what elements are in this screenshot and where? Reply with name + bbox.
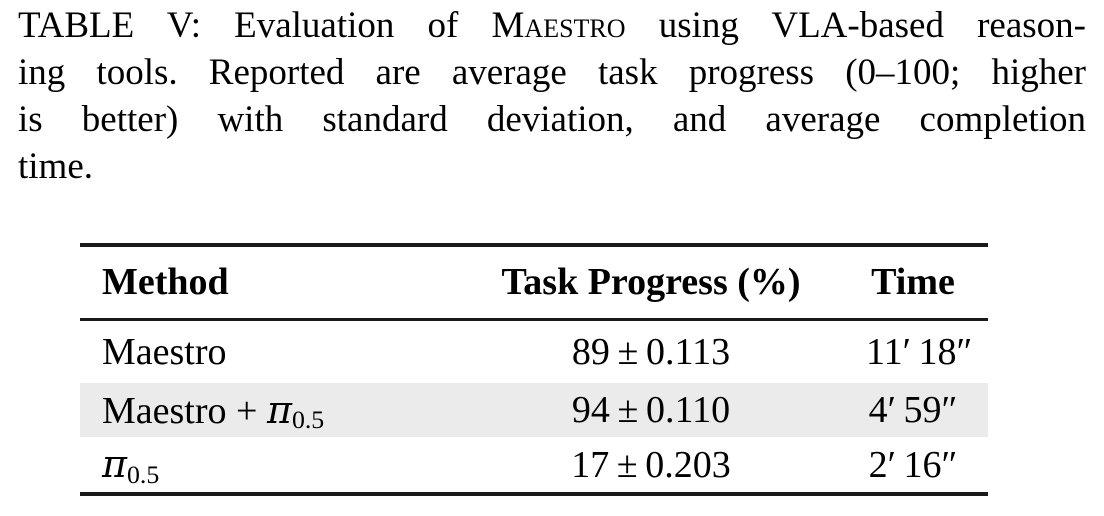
pi-subscript: 0.5 [126,459,160,489]
system-name-smallcaps: Maestro [491,5,626,46]
cell-time: 2′ 16″ [868,443,958,486]
table-row-pi: π0.5 17 ± 0.203 2′ 16″ [80,437,988,494]
cell-method: π0.5 [80,437,436,494]
caption-line-1-pre: TABLE V: Evaluation of [18,5,492,46]
results-table-container: Method Task Progress (%) Time Maestro 89… [80,243,988,496]
pi-symbol: π [102,442,127,486]
cell-task-progress: 89 ± 0.113 [571,330,731,373]
caption-line-3: is better) with standard deviation, and … [18,99,1086,140]
caption-line-1: TABLE V: Evaluation of Maestro using VLA… [18,2,1086,49]
table-row-maestro-plus-pi: Maestro + π0.5 94 ± 0.110 4′ 59″ [80,383,988,437]
header-row: Method Task Progress (%) Time [80,245,988,321]
caption-line-2: ing tools. Reported are average task pro… [18,52,1086,93]
column-header-task-progress: Task Progress (%) [436,245,866,321]
column-header-time: Time [866,245,988,321]
cell-task-progress: 94 ± 0.110 [571,389,731,431]
cell-task-progress: 17 ± 0.203 [571,443,731,486]
table-caption: TABLE V: Evaluation of Maestro using VLA… [18,2,1086,190]
pi-subscript: 0.5 [291,405,325,435]
cell-time: 4′ 59″ [868,389,958,431]
cell-time: 11′ 18″ [866,330,973,373]
column-header-method: Method [80,245,436,321]
results-table: Method Task Progress (%) Time Maestro 89… [80,243,988,496]
caption-line-1-post: using VLA-based reason- [625,5,1086,46]
cell-method: Maestro [102,331,227,374]
caption-line-4: time. [18,146,94,187]
cell-method: Maestro + π0.5 [102,387,325,435]
pi-symbol: π [266,387,292,432]
table-row-maestro: Maestro 89 ± 0.113 11′ 18″ [80,319,988,383]
